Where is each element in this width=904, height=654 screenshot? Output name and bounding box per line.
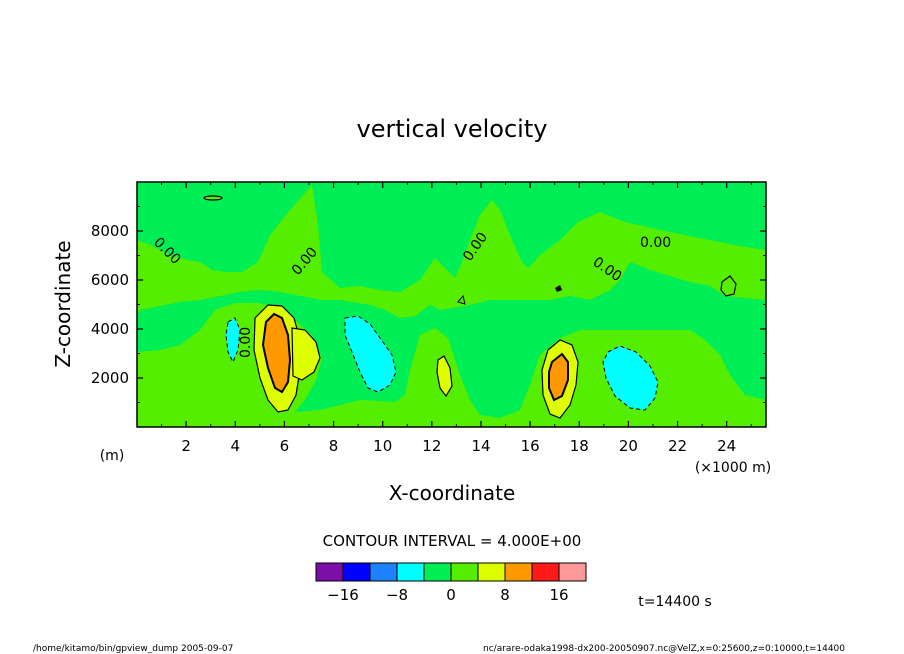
y-axis-unit: (m) — [100, 448, 125, 464]
downdraft-region-2 — [602, 345, 659, 411]
colorbar-tick-label: 0 — [446, 586, 456, 604]
x-tick-label: 10 — [373, 437, 392, 455]
x-tick-label: 6 — [280, 437, 290, 455]
x-ticks: 2 4 6 8 10 12 14 16 18 20 22 24 — [161, 182, 752, 455]
neutral-region-upper — [137, 182, 766, 292]
colorbar — [315, 562, 587, 582]
x-tick-label: 14 — [471, 437, 490, 455]
x-tick-label: 18 — [570, 437, 589, 455]
contour-interval: CONTOUR INTERVAL = 4.000E+00 — [323, 532, 582, 550]
x-tick-label: 24 — [717, 437, 736, 455]
contour-label: 0.00 — [640, 235, 671, 251]
small-contour-right — [720, 275, 737, 297]
downdraft-region-3 — [225, 317, 241, 364]
colorbar-swatch — [423, 562, 452, 582]
small-contour-top — [203, 195, 223, 201]
plot-area: 0.00 0.00 0.00 0.00 0.00 0.00 2 4 6 8 10 12 14… — [91, 181, 767, 455]
colorbar-swatch — [396, 562, 425, 582]
chart-title: vertical velocity — [357, 115, 548, 143]
colorbar-swatch — [450, 562, 479, 582]
colorbar-swatch — [504, 562, 533, 582]
y-tick-label: 4000 — [91, 320, 129, 338]
y-ticks: 2000 4000 6000 8000 — [91, 206, 766, 403]
x-tick-label: 8 — [329, 437, 339, 455]
footer-right: nc/arare-odaka1998-dx200-20050907.nc@Vel… — [483, 644, 845, 654]
colorbar-tick-label: −16 — [327, 586, 359, 604]
x-axis-unit: (×1000 m) — [695, 460, 771, 476]
y-tick-label: 6000 — [91, 271, 129, 289]
small-contour-mid — [457, 294, 466, 305]
footer-left: /home/kitamo/bin/gpview_dump 2005-09-07 — [33, 644, 233, 654]
x-tick-label: 4 — [231, 437, 241, 455]
time-label: t=14400 s — [638, 594, 712, 610]
updraft-1-bulge — [291, 327, 321, 381]
x-tick-label: 20 — [619, 437, 638, 455]
x-tick-label: 22 — [668, 437, 687, 455]
updraft-3-level4 — [436, 355, 453, 398]
updraft-2-level8 — [548, 352, 569, 402]
x-tick-label: 16 — [521, 437, 540, 455]
colorbar-swatch — [477, 562, 506, 582]
colorbar-tick-label: −8 — [386, 586, 408, 604]
y-tick-label: 8000 — [91, 222, 129, 240]
colorbar-swatch — [315, 562, 344, 582]
x-axis-label: X-coordinate — [389, 481, 516, 505]
downdraft-region-1 — [344, 315, 397, 393]
y-axis-label: Z-coordinate — [51, 240, 75, 367]
colorbar-labels: −16 −8 0 8 16 — [327, 586, 568, 604]
x-tick-label: 2 — [181, 437, 191, 455]
colorbar-swatch — [558, 562, 587, 582]
x-tick-label: 12 — [422, 437, 441, 455]
colorbar-swatch — [531, 562, 560, 582]
colorbar-swatch — [369, 562, 398, 582]
neutral-region-main — [137, 262, 766, 418]
colorbar-tick-label: 8 — [500, 586, 510, 604]
colorbar-swatch — [342, 562, 371, 582]
contour-label: 0.00 — [238, 327, 254, 358]
y-tick-label: 2000 — [91, 369, 129, 387]
small-contour-mid2 — [555, 285, 562, 292]
updraft-1-level8 — [261, 312, 292, 394]
colorbar-tick-label: 16 — [549, 586, 568, 604]
